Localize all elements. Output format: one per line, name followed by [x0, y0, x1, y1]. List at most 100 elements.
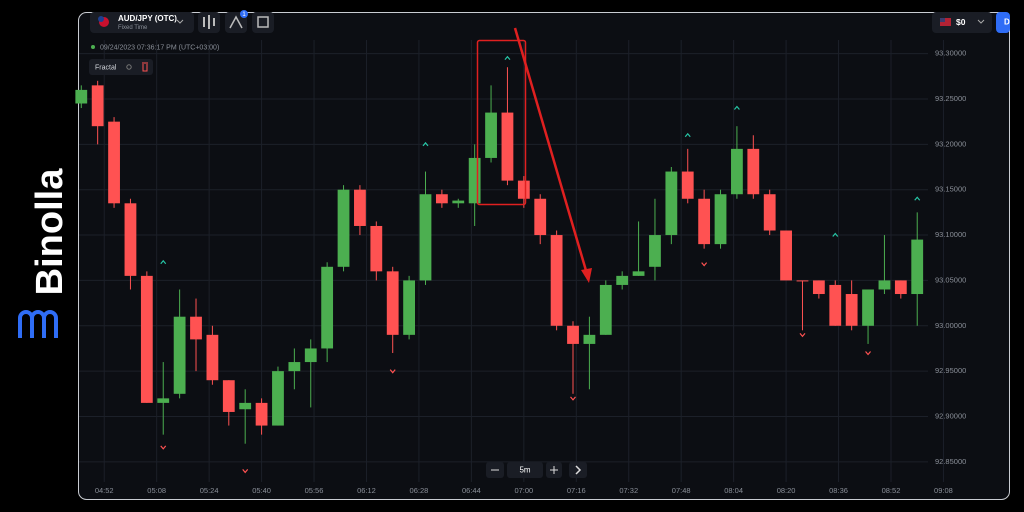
candle-body [485, 112, 497, 158]
live-dot [91, 45, 95, 49]
candle-body [386, 271, 399, 335]
trend-arrow-head [581, 268, 592, 283]
balance: $0 [956, 17, 966, 27]
scroll-right[interactable] [569, 462, 587, 478]
icon [203, 15, 215, 29]
badge [240, 10, 248, 18]
candle-body [780, 230, 792, 281]
candle-body [534, 198, 547, 236]
fractal-marker [160, 445, 167, 450]
candle-body [599, 284, 612, 335]
x-tick-label: 05:40 [252, 486, 271, 495]
y-tick-label: 93.00000 [935, 321, 966, 330]
candle-body [567, 325, 579, 344]
candle-body [829, 284, 842, 326]
balance-selector[interactable] [932, 12, 992, 33]
x-tick-label: 06:28 [410, 486, 429, 495]
y-tick-label: 93.15000 [935, 185, 966, 194]
indicator-name: Fractal [95, 64, 117, 71]
candle-body [747, 148, 760, 195]
x-tick-label: 08:04 [724, 486, 743, 495]
candle-body [419, 194, 432, 281]
candle-body [616, 275, 629, 285]
fractal-marker [865, 351, 872, 356]
candle-body [206, 334, 219, 381]
x-tick-label: 07:48 [672, 486, 691, 495]
candle-body [714, 194, 727, 245]
candle-body [583, 334, 596, 344]
candle-body [403, 280, 415, 335]
x-tick-label: 05:08 [147, 486, 166, 495]
candle-body [288, 362, 301, 372]
x-tick-label: 05:56 [305, 486, 324, 495]
asset-mode: Fixed Time [118, 25, 148, 31]
y-tick-label: 93.05000 [935, 275, 966, 284]
candle-body [550, 235, 563, 326]
candle-body [501, 112, 514, 181]
candle-body [812, 280, 825, 295]
x-tick-label: 08:36 [829, 486, 848, 495]
fractal-marker [160, 259, 167, 265]
candle-body [452, 200, 465, 204]
candle-body [157, 398, 170, 403]
candle-body [321, 266, 334, 349]
candle-body [124, 203, 137, 276]
icon [229, 15, 243, 29]
trend-arrow [513, 27, 589, 275]
x-tick-label: 07:00 [514, 486, 533, 495]
candle-body [894, 280, 907, 295]
fractal-marker [504, 55, 511, 61]
brand: Binolla [29, 168, 71, 296]
chevron [977, 19, 985, 24]
candle-body [91, 85, 104, 127]
highlight-box [476, 39, 527, 206]
fractal-marker [570, 396, 576, 401]
grid: 92.85000 92.90000 92.95000 93.00000 93.05000… [79, 40, 966, 495]
y-tick-label: 92.85000 [935, 457, 966, 466]
marks [75, 55, 924, 474]
y-tick-label: 93.30000 [935, 49, 966, 58]
candle-body [796, 280, 809, 282]
template-button[interactable] [252, 12, 274, 33]
deposit-button[interactable] [996, 12, 1010, 33]
chevron [176, 19, 184, 24]
asset-selector[interactable] [90, 12, 194, 33]
candle-body [354, 189, 366, 226]
x-tick-label: 08:52 [882, 486, 901, 495]
asset-name: AUD/JPY (OTC) [118, 14, 177, 23]
y-tick-label: 93.20000 [935, 139, 966, 148]
x-tick-label: 07:32 [619, 486, 638, 495]
y-tick-label: 92.90000 [935, 411, 966, 420]
eye-icon[interactable] [126, 64, 132, 70]
candle-body [304, 348, 317, 363]
candle-body [173, 316, 186, 394]
timestamp: 09/24/2023 07:36:17 PM (UTC+03:00) [100, 44, 219, 51]
icon [550, 466, 558, 474]
brand-logo [18, 310, 58, 338]
x-tick-label: 09:08 [934, 486, 953, 495]
fractal-marker [389, 369, 396, 374]
fractal-marker [733, 105, 740, 110]
candle-body [845, 294, 858, 326]
candle-body [911, 239, 924, 295]
fractal-marker [914, 196, 921, 201]
candle-body [698, 198, 711, 245]
fractal-marker [242, 469, 249, 474]
x-tick-label: 04:52 [95, 486, 114, 495]
timeframe-selector[interactable] [507, 462, 543, 478]
x-tick-label: 07:16 [567, 486, 586, 495]
indicator-chip[interactable] [89, 59, 153, 75]
candle-body [370, 225, 383, 272]
flag-icon [940, 18, 945, 22]
delete-icon[interactable] [142, 62, 148, 72]
deposit-label: D [1004, 18, 1010, 27]
fractal-marker [701, 262, 708, 267]
x-tick-label: 06:44 [462, 486, 481, 495]
chart-panel [78, 12, 1010, 500]
candle-body [255, 402, 268, 426]
candle-body [763, 194, 776, 231]
flag-icon [940, 18, 951, 26]
